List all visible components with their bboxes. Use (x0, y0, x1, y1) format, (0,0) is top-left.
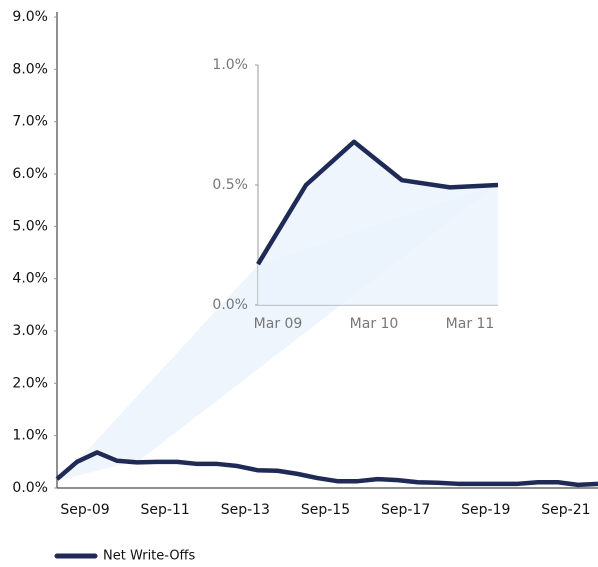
y-tick-label: 9.0% (12, 9, 48, 25)
y-tick-label: 7.0% (12, 114, 48, 130)
x-tick-label: Sep-11 (141, 502, 190, 518)
y-tick-label: 1.0% (12, 428, 48, 444)
y-tick-label: 3.0% (12, 323, 48, 339)
y-tick-label: 4.0% (12, 271, 48, 287)
line (256, 139, 499, 266)
y-tick-label: 0.0% (212, 297, 248, 313)
y-tick-label: 8.0% (12, 61, 48, 77)
area-fill (258, 141, 498, 305)
x-tick-label: Sep-15 (301, 502, 350, 518)
x-tick-label: Sep-09 (60, 502, 109, 518)
y-tick-label: 0.0% (12, 480, 48, 496)
y-tick-label: 0.5% (212, 177, 248, 193)
legend-label: Net Write-Offs (103, 549, 196, 564)
x-tick-label: Mar 09 (254, 316, 303, 332)
y-tick-label: 2.0% (12, 375, 48, 391)
x-tick-label: Sep-19 (461, 502, 510, 518)
y-tick-label: 1.0% (212, 57, 248, 73)
line (55, 450, 598, 488)
x-tick-label: Sep-17 (381, 502, 430, 518)
x-tick-label: Sep-13 (221, 502, 270, 518)
y-tick-label: 6.0% (12, 166, 48, 182)
x-tick-label: Mar 11 (446, 316, 495, 332)
y-tick-label: 5.0% (12, 218, 48, 234)
x-tick-label: Mar 10 (350, 316, 399, 332)
inset-chart: 0.0% 0.5% 1.0% Mar 09 Mar 10 Mar 11 (212, 57, 499, 332)
main-chart: 0.0% 1.0% 2.0% 3.0% 4.0% 5.0% 6.0% 7.0% 8.0% 9.0%… (12, 9, 598, 564)
x-tick-label: Sep-21 (541, 502, 590, 518)
